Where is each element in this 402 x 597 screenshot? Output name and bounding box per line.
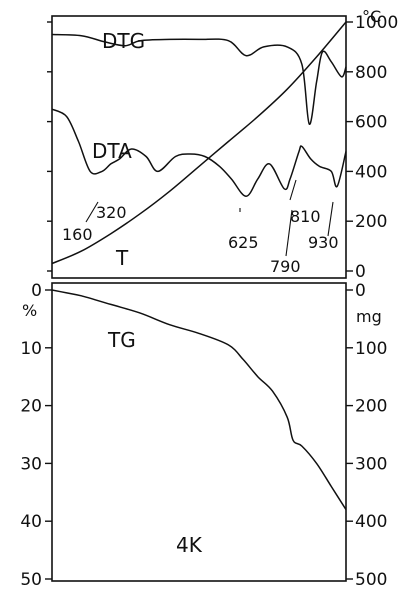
lower-right-tick-label: 200	[355, 397, 387, 417]
upper-right-tick-label: 400	[355, 162, 387, 182]
lower-left-tick-label: 50	[20, 570, 42, 590]
peak-label-625: 625	[228, 233, 259, 252]
tg-curve	[51, 289, 347, 511]
peak-label-810: 810	[290, 207, 321, 226]
lower-left-tick-label: 30	[20, 454, 42, 474]
tg-curve-label: TG	[107, 328, 136, 352]
upper-panel-frame	[51, 15, 347, 279]
sample-label: 4K	[176, 533, 203, 557]
lower-right-axis: 0 100 200 300 400 500	[346, 281, 387, 590]
dtg-curve-label: DTG	[102, 29, 145, 53]
upper-right-tick-label: 0	[355, 262, 366, 282]
peak-label-790: 790	[270, 257, 301, 276]
leader-930	[327, 201, 334, 237]
t-curve	[51, 21, 347, 265]
lower-panel-frame	[51, 282, 347, 582]
lower-right-tick-label: 100	[355, 339, 387, 359]
dta-curve-label: DTA	[92, 139, 132, 163]
dtg-curve	[51, 33, 347, 125]
upper-right-tick-label: 1000	[355, 13, 398, 33]
lower-left-tick-label: 20	[20, 397, 42, 417]
lower-left-tick-label: 10	[20, 339, 42, 359]
dta-curve	[51, 108, 347, 198]
peak-label-160: 160	[62, 225, 93, 244]
lower-left-tick-label: 40	[20, 512, 42, 532]
upper-right-unit-label: °C	[362, 7, 381, 26]
lower-right-tick-label: 500	[355, 570, 387, 590]
lower-right-unit-label: mg	[356, 307, 382, 326]
leader-160	[85, 201, 99, 223]
lower-right-tick-label: 400	[355, 512, 387, 532]
lower-right-tick-label: 300	[355, 454, 387, 474]
lower-left-tick-label: 0	[31, 281, 42, 301]
t-curve-label: T	[115, 246, 129, 270]
leader-790	[285, 209, 293, 257]
lower-curves	[51, 289, 347, 511]
upper-right-tick-label: 600	[355, 113, 387, 133]
upper-right-tick-label: 200	[355, 212, 387, 232]
upper-curves	[51, 21, 347, 265]
lower-right-tick-label: 0	[355, 281, 366, 301]
lower-left-axis: 0 10 20 30 40 50	[20, 281, 52, 590]
peak-label-930: 930	[308, 233, 339, 252]
leader-810	[289, 179, 297, 201]
upper-right-tick-label: 800	[355, 63, 387, 83]
upper-right-axis: 0 200 400 600 800 1000	[47, 13, 398, 282]
lower-left-unit-label: %	[22, 301, 37, 320]
peak-label-320: 320	[96, 203, 127, 222]
